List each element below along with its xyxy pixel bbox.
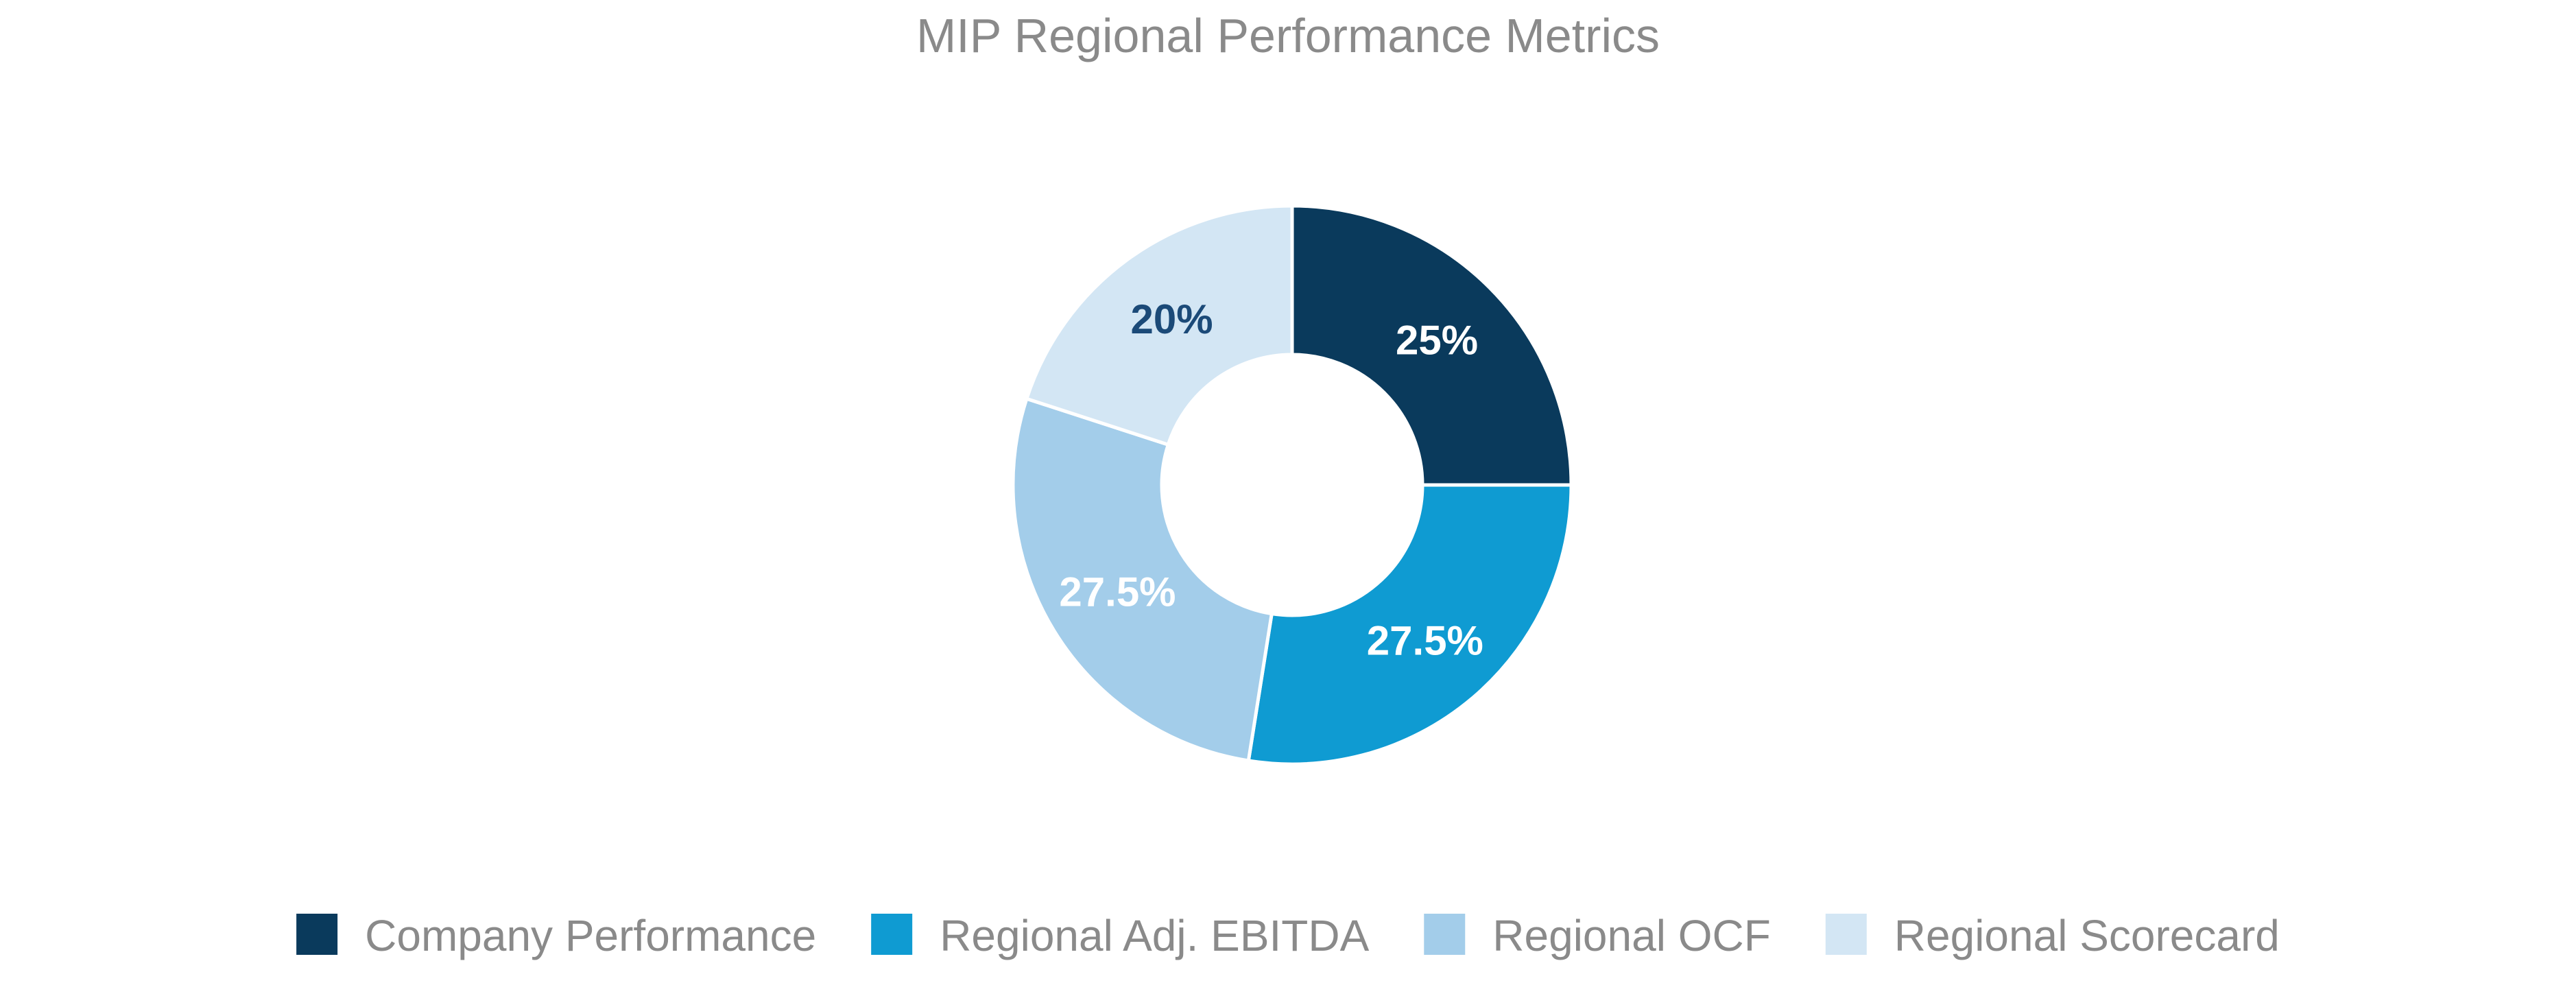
legend-label-company-performance: Company Performance	[365, 911, 816, 960]
legend-label-regional-scorecard: Regional Scorecard	[1894, 911, 2280, 960]
legend-swatch-regional-adj-ebitda	[871, 914, 913, 955]
data-label-regional-scorecard: 20%	[1130, 296, 1213, 342]
data-label-regional-adj-ebitda: 27.5%	[1367, 617, 1483, 663]
slice-labels-group: 25% 27.5% 27.5% 20%	[1059, 296, 1483, 663]
legend-swatch-regional-ocf	[1424, 914, 1466, 955]
legend-item-company-performance: Company Performance	[296, 911, 816, 960]
chart-title: MIP Regional Performance Metrics	[916, 9, 1660, 62]
legend-item-regional-ocf: Regional OCF	[1424, 911, 1771, 960]
legend-label-regional-adj-ebitda: Regional Adj. EBITDA	[940, 911, 1369, 960]
slice-regional-scorecard	[1024, 204, 1294, 447]
slice-company-performance	[1290, 204, 1573, 487]
legend-label-regional-ocf: Regional OCF	[1492, 911, 1771, 960]
slice-regional-adj-ebitda	[1246, 483, 1573, 766]
data-label-company-performance: 25%	[1396, 317, 1478, 363]
slices-group	[1011, 204, 1573, 766]
legend-item-regional-adj-ebitda: Regional Adj. EBITDA	[871, 911, 1370, 960]
legend: Company Performance Regional Adj. EBITDA R…	[296, 911, 2280, 960]
slice-regional-ocf	[1011, 396, 1274, 763]
legend-item-regional-scorecard: Regional Scorecard	[1825, 911, 2280, 960]
legend-swatch-regional-scorecard	[1825, 914, 1867, 955]
data-label-regional-ocf: 27.5%	[1059, 569, 1176, 615]
legend-swatch-company-performance	[296, 914, 338, 955]
